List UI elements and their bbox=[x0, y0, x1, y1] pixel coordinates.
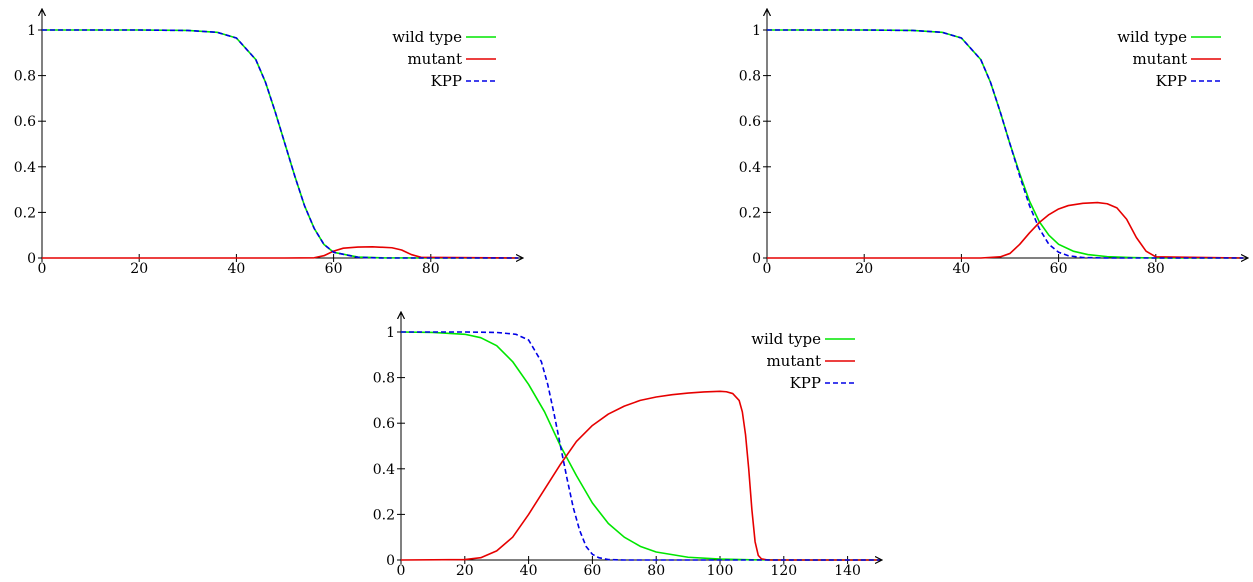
y-tick-label: 0 bbox=[27, 251, 36, 267]
y-tick-label: 0.2 bbox=[373, 507, 395, 523]
y-tick-label: 0.2 bbox=[14, 205, 36, 221]
legend-label-kpp: KPP bbox=[431, 72, 462, 90]
y-tick-label: 0.6 bbox=[739, 114, 761, 130]
y-tick-label: 0.2 bbox=[739, 205, 761, 221]
legend-label-mutant: mutant bbox=[766, 352, 821, 370]
series-line-kpp bbox=[767, 29, 1244, 259]
series-line-kpp bbox=[401, 331, 880, 561]
series-line-mutant bbox=[400, 390, 880, 561]
x-tick-label: 60 bbox=[583, 563, 601, 579]
y-tick-label: 0 bbox=[752, 251, 761, 267]
x-tick-label: 20 bbox=[130, 261, 148, 277]
x-tick-label: 80 bbox=[647, 563, 665, 579]
x-tick-label: 20 bbox=[456, 563, 474, 579]
chart-panel-top-left: 0 20 40 60 80 0 0.2 0.4 0.6 0.8 1 wild type mutant KP… bbox=[14, 10, 522, 277]
y-tick-label: 0.8 bbox=[373, 371, 395, 387]
series-line-wild-type bbox=[400, 331, 880, 561]
x-tick-label: 60 bbox=[1050, 261, 1068, 277]
legend-label-wild-type: wild type bbox=[392, 28, 462, 46]
y-tick-label: 0.6 bbox=[14, 114, 36, 130]
x-tick-label: 0 bbox=[763, 261, 772, 277]
chart-panel-bottom: 0 20 40 60 80 100 120 140 0 0.2 0.4 0.6 0.8 1 wild typ… bbox=[373, 313, 881, 579]
x-tick-label: 120 bbox=[770, 563, 797, 579]
y-tick-label: 0.8 bbox=[739, 69, 761, 85]
y-tick-label: 0.6 bbox=[373, 416, 395, 432]
legend-label-wild-type: wild type bbox=[751, 330, 821, 348]
legend-label-wild-type: wild type bbox=[1117, 28, 1187, 46]
chart-panel-top-right: 0 20 40 60 80 0 0.2 0.4 0.6 0.8 1 wild type mutant KP… bbox=[739, 10, 1247, 277]
x-tick-label: 100 bbox=[707, 563, 734, 579]
y-tick-label: 0 bbox=[386, 553, 395, 569]
x-tick-label: 0 bbox=[38, 261, 47, 277]
x-tick-label: 80 bbox=[422, 261, 440, 277]
legend-label-kpp: KPP bbox=[1156, 72, 1187, 90]
x-tick-label: 0 bbox=[397, 563, 406, 579]
series-line-mutant bbox=[767, 201, 1244, 259]
series-line-mutant bbox=[42, 246, 519, 259]
legend-label-mutant: mutant bbox=[1132, 50, 1187, 68]
y-tick-label: 0.4 bbox=[14, 160, 36, 176]
x-tick-label: 80 bbox=[1147, 261, 1165, 277]
y-tick-label: 1 bbox=[386, 325, 395, 341]
legend-label-kpp: KPP bbox=[790, 374, 821, 392]
y-tick-label: 1 bbox=[27, 23, 36, 39]
x-tick-label: 40 bbox=[227, 261, 245, 277]
series-line-kpp bbox=[42, 29, 519, 259]
y-tick-label: 0.4 bbox=[739, 160, 761, 176]
y-tick-label: 0.8 bbox=[14, 69, 36, 85]
y-tick-label: 1 bbox=[752, 23, 761, 39]
x-tick-label: 140 bbox=[834, 563, 861, 579]
x-tick-label: 40 bbox=[520, 563, 538, 579]
x-tick-label: 60 bbox=[325, 261, 343, 277]
x-tick-label: 40 bbox=[952, 261, 970, 277]
y-tick-label: 0.4 bbox=[373, 462, 395, 478]
legend-label-mutant: mutant bbox=[407, 50, 462, 68]
x-tick-label: 20 bbox=[855, 261, 873, 277]
